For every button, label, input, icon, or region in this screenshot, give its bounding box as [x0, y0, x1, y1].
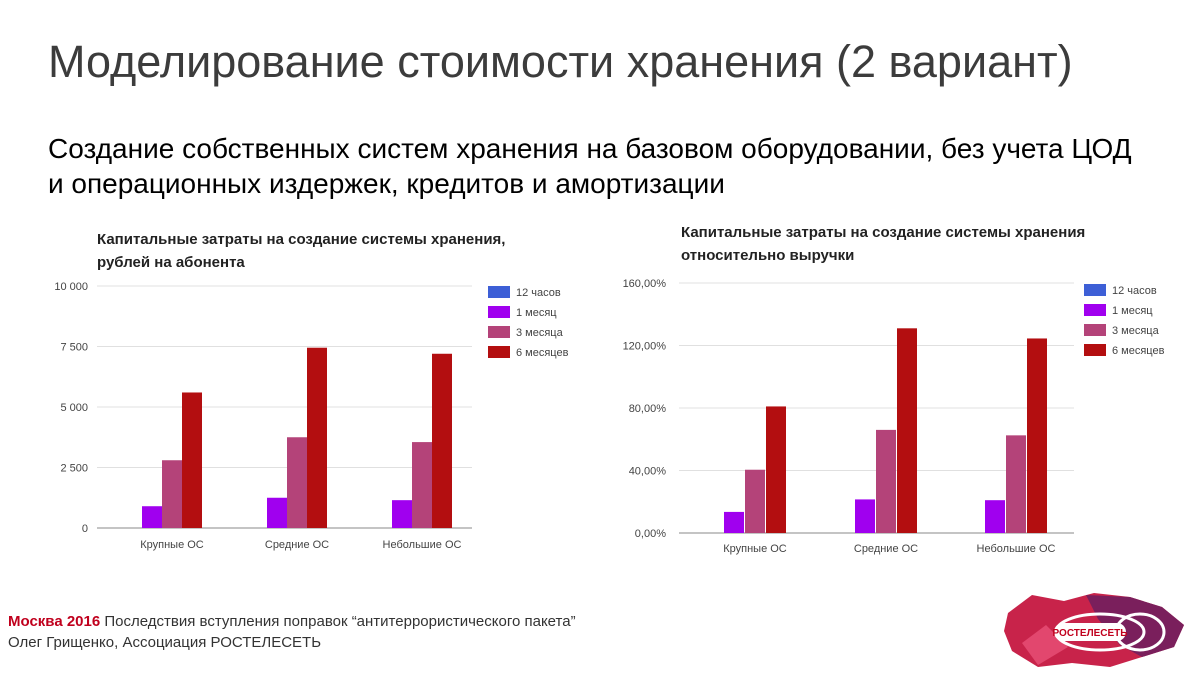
footer-city-year: Москва 2016 — [8, 613, 101, 630]
legend-label: 12 часов — [516, 287, 561, 299]
y-tick-label: 10 000 — [54, 281, 88, 293]
chart-1-title: Капитальные затраты на создание системы … — [97, 231, 506, 271]
bar-1-2 — [392, 500, 412, 528]
category-label: Небольшие ОС — [977, 543, 1056, 555]
legend-swatch — [1084, 324, 1106, 336]
logo-text: РОСТЕЛЕСЕТЬ — [1053, 628, 1128, 639]
y-tick-label: 0,00% — [635, 528, 666, 540]
legend-label: 3 месяца — [1112, 325, 1160, 337]
y-tick-label: 5 000 — [60, 402, 88, 414]
y-tick-label: 7 500 — [60, 342, 88, 354]
footer-author: Олег Грищенко, Ассоциация РОСТЕЛЕСЕТЬ — [8, 634, 322, 651]
legend-label: 1 месяц — [1112, 305, 1153, 317]
bar-1-2 — [985, 500, 1005, 533]
bar-3-1 — [897, 328, 917, 533]
y-tick-label: 2 500 — [60, 463, 88, 475]
bar-2-2 — [412, 442, 432, 528]
legend-swatch — [1084, 344, 1106, 356]
y-tick-label: 120,00% — [623, 341, 667, 353]
category-label: Средние ОС — [854, 543, 918, 555]
legend-label: 1 месяц — [516, 307, 557, 319]
bar-1-1 — [855, 499, 875, 533]
bar-3-1 — [307, 347, 327, 528]
slide-subtitle: Создание собственных систем хранения на … — [48, 133, 1132, 199]
legend-swatch — [1084, 284, 1106, 296]
bar-2-1 — [287, 437, 307, 528]
y-tick-label: 40,00% — [629, 466, 667, 478]
legend-swatch — [488, 306, 510, 318]
legend-label: 3 месяца — [516, 327, 564, 339]
footer-line-1: Москва 2016 Последствия вступления попра… — [8, 611, 576, 632]
bar-2-2 — [1006, 435, 1026, 533]
bar-2-1 — [876, 429, 896, 533]
legend-label: 12 часов — [1112, 285, 1157, 297]
legend-label: 6 месяцев — [516, 347, 569, 359]
bar-3-0 — [182, 392, 202, 528]
legend-swatch — [488, 346, 510, 358]
category-label: Крупные ОС — [723, 543, 787, 555]
legend-swatch — [1084, 304, 1106, 316]
category-label: Небольшие ОС — [383, 539, 462, 551]
bar-2-0 — [745, 469, 765, 533]
footer-event: Последствия вступления поправок “антитер… — [100, 613, 576, 630]
legend-label: 6 месяцев — [1112, 345, 1165, 357]
slide-title: Моделирование стоимости хранения (2 вари… — [48, 36, 1073, 87]
chart-2-title: Капитальные затраты на создание системы … — [681, 224, 1086, 264]
y-tick-label: 0 — [82, 523, 88, 535]
bar-1-1 — [267, 497, 287, 528]
footer: Москва 2016 Последствия вступления попра… — [8, 611, 576, 653]
bar-3-2 — [432, 353, 452, 528]
bar-3-0 — [766, 406, 786, 533]
bar-1-0 — [724, 511, 744, 533]
legend-swatch — [488, 286, 510, 298]
bar-1-0 — [142, 506, 162, 528]
y-tick-label: 80,00% — [629, 403, 667, 415]
y-tick-label: 160,00% — [623, 278, 667, 290]
category-label: Средние ОС — [265, 539, 329, 551]
rostelecet-logo: РОСТЕЛЕСЕТЬ — [1004, 593, 1184, 667]
bar-3-2 — [1027, 338, 1047, 533]
bar-2-0 — [162, 460, 182, 528]
category-label: Крупные ОС — [140, 539, 204, 551]
legend-swatch — [488, 326, 510, 338]
